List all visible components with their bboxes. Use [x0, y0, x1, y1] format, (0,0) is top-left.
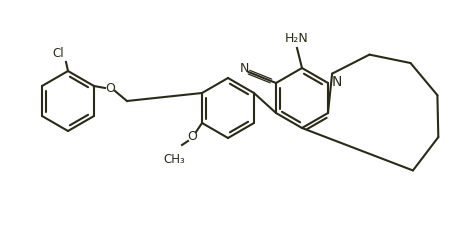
Text: H₂N: H₂N: [285, 32, 309, 45]
Text: CH₃: CH₃: [163, 153, 185, 166]
Text: N: N: [332, 75, 342, 89]
Text: O: O: [187, 130, 197, 143]
Text: O: O: [105, 82, 115, 95]
Text: N: N: [239, 62, 249, 75]
Text: Cl: Cl: [52, 47, 64, 60]
